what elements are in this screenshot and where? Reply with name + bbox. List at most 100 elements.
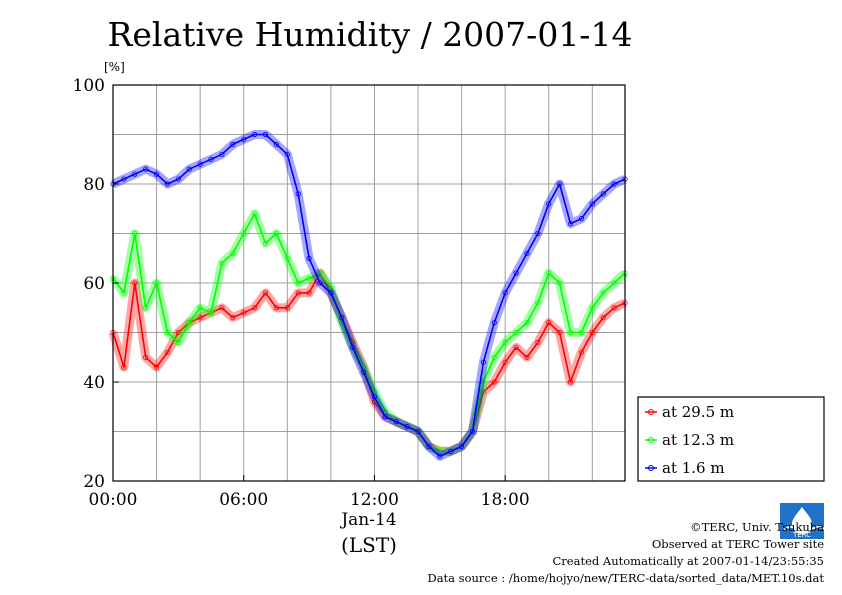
data-point: [197, 305, 203, 311]
series-2: [110, 130, 628, 461]
footer-created: Created Automatically at 2007-01-14/23:5…: [552, 554, 825, 568]
data-point: [284, 305, 290, 311]
data-point: [480, 379, 486, 385]
data-point: [241, 230, 247, 237]
data-point: [557, 329, 563, 336]
data-point: [567, 221, 574, 227]
data-point: [132, 230, 138, 237]
data-point: [404, 423, 410, 430]
data-point: [513, 270, 519, 276]
data-point: [535, 339, 541, 345]
data-point: [415, 428, 421, 435]
data-point: [197, 161, 203, 167]
data-point: [121, 176, 127, 182]
legend-box: [637, 396, 825, 482]
data-point: [295, 290, 301, 296]
data-point: [219, 260, 225, 266]
data-point: [502, 339, 508, 345]
data-point: [306, 275, 312, 281]
data-point: [252, 305, 258, 311]
data-point: [557, 280, 563, 286]
data-point: [262, 131, 269, 138]
data-point: [295, 191, 301, 197]
data-point: [426, 443, 432, 449]
data-point: [491, 319, 497, 326]
chart-title: Relative Humidity / 2007-01-14: [108, 15, 633, 54]
y-axis-unit: [%]: [104, 60, 125, 74]
logo-text: TERC: [792, 531, 811, 539]
data-point: [208, 310, 214, 316]
data-point: [186, 319, 192, 326]
data-point: [469, 428, 476, 435]
series-line: [112, 133, 626, 458]
data-point: [230, 141, 236, 147]
data-point: [219, 151, 225, 157]
data-point: [153, 280, 160, 286]
data-point: [208, 156, 214, 162]
data-point: [611, 305, 617, 311]
data-point: [153, 171, 160, 177]
data-point: [241, 310, 247, 316]
data-point: [589, 201, 595, 207]
data-point: [230, 315, 236, 321]
data-point: [230, 250, 236, 256]
legend-marker: [648, 409, 654, 415]
data-point: [502, 359, 508, 365]
data-point: [371, 394, 378, 400]
data-point: [273, 230, 280, 237]
data-point: [437, 453, 443, 459]
data-point: [197, 315, 203, 321]
data-point: [502, 290, 508, 296]
data-point: [524, 250, 530, 256]
data-point: [284, 151, 290, 157]
footer-observed: Observed at TERC Tower site: [651, 537, 824, 551]
data-point: [175, 176, 181, 182]
data-point: [600, 290, 606, 296]
data-point: [143, 305, 149, 311]
x-tick-label: 06:00: [219, 490, 268, 510]
data-point: [567, 379, 574, 385]
data-point: [557, 181, 563, 187]
data-point: [295, 280, 301, 286]
y-tick-label: 20: [83, 472, 105, 492]
series-band: [108, 268, 627, 456]
data-point: [164, 181, 171, 187]
legend-label: at 29.5 m: [662, 403, 734, 421]
data-point: [121, 364, 127, 370]
data-point: [175, 329, 181, 336]
legend-marker: [648, 465, 654, 471]
data-point: [524, 354, 530, 360]
series-layer: [108, 130, 629, 461]
series-0: [108, 268, 628, 456]
data-point: [273, 141, 280, 147]
series-band: [111, 130, 627, 461]
data-point: [175, 339, 181, 345]
data-point: [535, 300, 541, 306]
data-point: [578, 329, 585, 336]
data-point: [164, 349, 171, 355]
data-point: [589, 305, 595, 311]
data-point: [600, 315, 606, 321]
grid-lines: [113, 85, 625, 481]
data-point: [339, 315, 345, 321]
data-point: [317, 270, 323, 276]
data-point: [121, 290, 127, 296]
data-point: [600, 191, 606, 197]
data-point: [458, 443, 465, 449]
data-point: [317, 280, 323, 286]
data-point: [611, 181, 617, 187]
x-tick-label: 00:00: [89, 490, 138, 510]
y-tick-label: 40: [83, 373, 105, 393]
data-point: [535, 230, 541, 237]
data-point: [611, 280, 617, 286]
data-point: [546, 201, 552, 207]
data-point: [143, 166, 149, 172]
data-point: [252, 131, 258, 138]
legend-label: at 12.3 m: [662, 431, 734, 449]
data-point: [567, 329, 574, 336]
legend-item: at 12.3 m: [645, 431, 734, 449]
legend-item: at 29.5 m: [645, 403, 734, 421]
x-date-label: Jan-14: [339, 510, 396, 530]
data-point: [578, 349, 585, 355]
